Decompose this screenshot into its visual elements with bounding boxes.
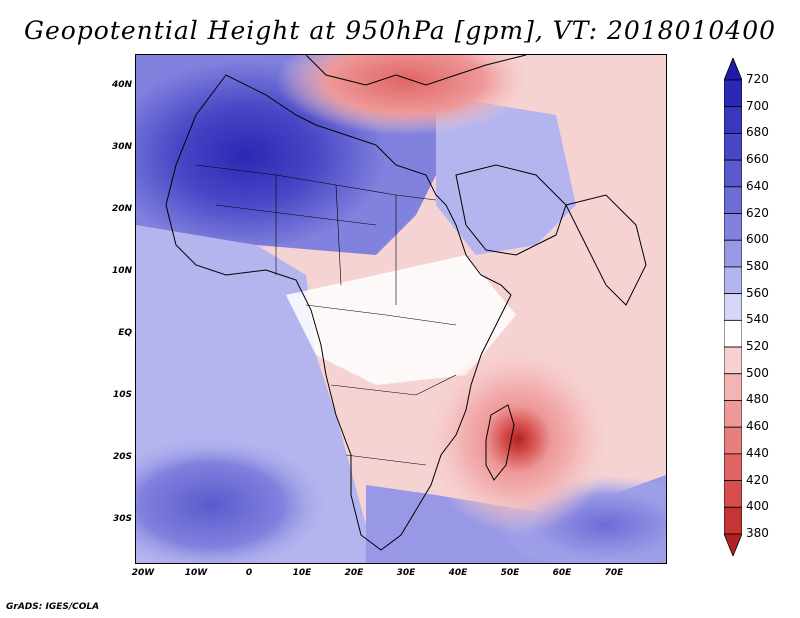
colorbar-bin [724,106,742,134]
lon-label-10w: 10W [184,568,208,578]
colorbar-bin [724,346,742,375]
lon-label-60e: 60E [552,568,572,578]
colorbar-bin [724,426,742,455]
colorbar-label: 380 [746,526,769,540]
lon-label-50e: 50E [500,568,520,578]
colorbar-bin [724,213,742,241]
colorbar-label: 420 [746,472,769,487]
country-borders [195,164,457,466]
colorbar [724,58,742,556]
colorbar-label: 640 [746,178,769,193]
lon-label-40e: 40E [448,568,468,578]
colorbar-label: 580 [746,258,769,273]
plot-title: Geopotential Height at 950hPa [gpm], VT:… [23,16,777,45]
india-coastline [565,194,647,306]
arabia-coastline [455,164,567,256]
map-panel [135,54,667,564]
lon-label-70e: 70E [604,568,624,578]
colorbar-bin [724,453,742,481]
colorbar-bin [724,266,742,295]
lon-label-30e: 30E [396,568,416,578]
colorbar-bin [724,186,742,214]
map-field [136,55,666,563]
mediterranean-coastline [305,55,527,86]
lon-label-10e: 10E [292,568,312,578]
lat-label-10s: 10S [112,390,132,400]
grads-credit: GrADS: IGES/COLA [6,602,100,612]
lat-label-30s: 30S [112,514,132,524]
lat-label-30n: 30N [111,142,132,152]
colorbar-label: 600 [746,232,769,247]
colorbar-bottom-arrow [724,533,742,556]
colorbar-label: 440 [746,445,769,460]
africa-coastline [165,74,512,551]
lat-label-eq: EQ [118,328,132,338]
colorbar-label: 480 [746,392,769,407]
colorbar-label: 540 [746,312,769,327]
colorbar-label: 500 [746,365,769,380]
colorbar-label: 560 [746,285,769,300]
colorbar-bin [724,133,742,161]
colorbar-bin [724,293,742,321]
colorbar-bin [724,373,742,401]
colorbar-label: 720 [746,72,769,86]
madagascar-coastline [485,404,515,481]
lat-label-20n: 20N [111,204,132,214]
colorbar-label: 460 [746,419,769,434]
colorbar-label: 400 [746,499,769,514]
colorbar-bin [724,400,742,428]
colorbar-bin [724,506,742,535]
field-south-atlantic-high [136,435,331,563]
lat-label-10n: 10N [111,266,132,276]
colorbar-label: 660 [746,152,769,167]
field-central-africa [286,255,516,385]
lon-label-20e: 20E [344,568,364,578]
field-cyclone-low [423,344,613,534]
lat-label-40n: 40N [111,80,132,90]
field-mediterranean-low [276,55,536,135]
field-arabian-high [436,95,576,255]
lat-label-20s: 20S [112,452,132,462]
colorbar-label: 620 [746,205,769,220]
colorbar-label: 520 [746,339,769,354]
lon-label-0: 0 [245,568,253,578]
colorbar-bin [724,159,742,188]
lon-label-20w: 20W [131,568,155,578]
coastlines [165,55,647,551]
colorbar-top-arrow [724,58,742,81]
colorbar-bin [724,79,742,108]
colorbar-label: 700 [746,98,769,113]
colorbar-label: 680 [746,125,769,140]
colorbar-bin [724,239,742,268]
colorbar-bin [724,480,742,508]
colorbar-bin [724,319,742,348]
